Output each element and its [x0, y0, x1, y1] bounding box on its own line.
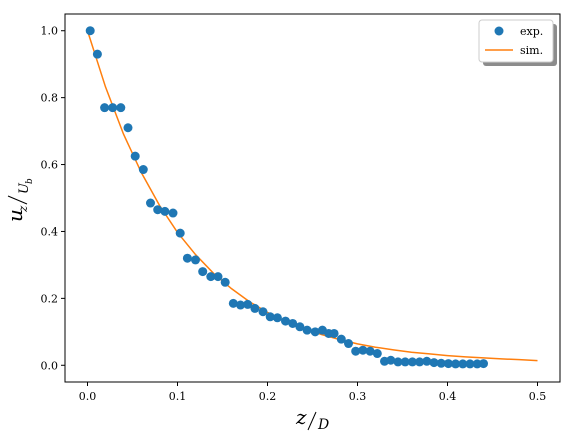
exp-data-point: [365, 346, 375, 356]
exp-data-point: [358, 345, 368, 355]
exp-data-point: [130, 151, 140, 161]
y-axis-label-slash: [7, 195, 28, 205]
exp-data-point: [138, 165, 148, 175]
x-tick-label: 0.2: [259, 390, 277, 403]
exp-data-point: [146, 198, 155, 208]
exp-data-point: [175, 228, 185, 238]
exp-data-point: [265, 312, 275, 322]
exp-data-point: [92, 49, 102, 59]
exp-data-point: [198, 267, 208, 277]
exp-data-point: [329, 328, 339, 338]
exp-data-point: [451, 359, 461, 369]
y-tick-label: 0.4: [41, 225, 59, 238]
y-axis-label-denominator: U: [17, 182, 32, 194]
x-tick-label: 0.3: [349, 390, 367, 403]
legend: exp. sim.: [478, 19, 557, 66]
exp-data-point: [415, 357, 425, 367]
exp-data-point: [465, 359, 475, 369]
exp-data-point: [213, 272, 223, 282]
legend-sim-label: sim.: [520, 44, 543, 57]
y-axis-label: u z U b: [3, 178, 35, 222]
exp-data-point: [160, 206, 170, 216]
exp-data-point: [436, 358, 446, 368]
exp-data-point: [281, 316, 290, 326]
legend-exp-marker: [494, 26, 504, 36]
y-tick-label: 0.2: [41, 292, 59, 305]
legend-exp-label: exp.: [520, 25, 543, 38]
exp-data-point: [372, 349, 382, 359]
exp-data-point: [458, 359, 468, 369]
exp-data-point: [191, 255, 200, 265]
exp-data-point: [85, 26, 95, 36]
y-tick-label: 1.0: [41, 25, 59, 38]
exp-data-point: [250, 303, 260, 313]
exp-data-point: [108, 103, 118, 113]
exp-data-point: [295, 322, 305, 332]
y-tick-label: 0.6: [41, 159, 59, 172]
exp-data-point: [272, 313, 282, 323]
y-tick-label: 0.8: [41, 92, 59, 105]
exp-data-point: [168, 208, 178, 218]
x-axis-label-denominator: D: [317, 417, 329, 433]
exp-data-point: [310, 327, 320, 337]
exp-data-point: [288, 318, 298, 328]
exp-data-point: [429, 358, 439, 368]
exp-data-point: [123, 123, 133, 133]
exp-data-point: [228, 298, 238, 308]
y-axis: 0.0 0.2 0.4 0.6 0.8 1.0: [41, 25, 65, 372]
exp-data-point: [243, 299, 253, 309]
exp-data-point: [407, 357, 417, 367]
exp-data-point: [302, 325, 312, 335]
x-tick-label: 0.1: [169, 390, 187, 403]
exp-data-point: [422, 356, 432, 366]
exp-data-point: [182, 253, 192, 263]
exp-data-point: [100, 103, 110, 113]
x-axis-label-main: z: [295, 405, 307, 429]
exp-data-point: [443, 359, 453, 369]
exp-data-point: [351, 346, 361, 356]
y-axis-label-main-subscript: z: [16, 205, 30, 213]
exp-data-point: [393, 357, 403, 367]
exp-data-point: [258, 307, 268, 317]
x-axis: 0.0 0.1 0.2 0.3 0.4 0.5: [79, 382, 547, 403]
x-axis-label: z D: [295, 405, 329, 433]
exp-data-point: [206, 272, 216, 282]
exp-data-point: [386, 355, 396, 365]
x-tick-label: 0.4: [439, 390, 457, 403]
exp-data-point: [336, 334, 346, 344]
exp-data-point: [344, 339, 353, 349]
exp-series-points: [85, 26, 488, 369]
x-tick-label: 0.5: [529, 390, 547, 403]
exp-data-point: [479, 359, 488, 369]
exp-data-point: [153, 205, 163, 215]
exp-data-point: [116, 103, 126, 113]
y-axis-label-denominator-subscript: b: [25, 178, 35, 184]
x-tick-label: 0.0: [79, 390, 97, 403]
exp-data-point: [400, 357, 410, 367]
y-tick-label: 0.0: [41, 359, 59, 372]
exp-data-point: [236, 300, 245, 310]
y-axis-label-main: u: [3, 209, 27, 222]
exp-data-point: [220, 277, 230, 287]
x-axis-label-slash: [307, 411, 317, 431]
plot-area: [64, 13, 561, 383]
